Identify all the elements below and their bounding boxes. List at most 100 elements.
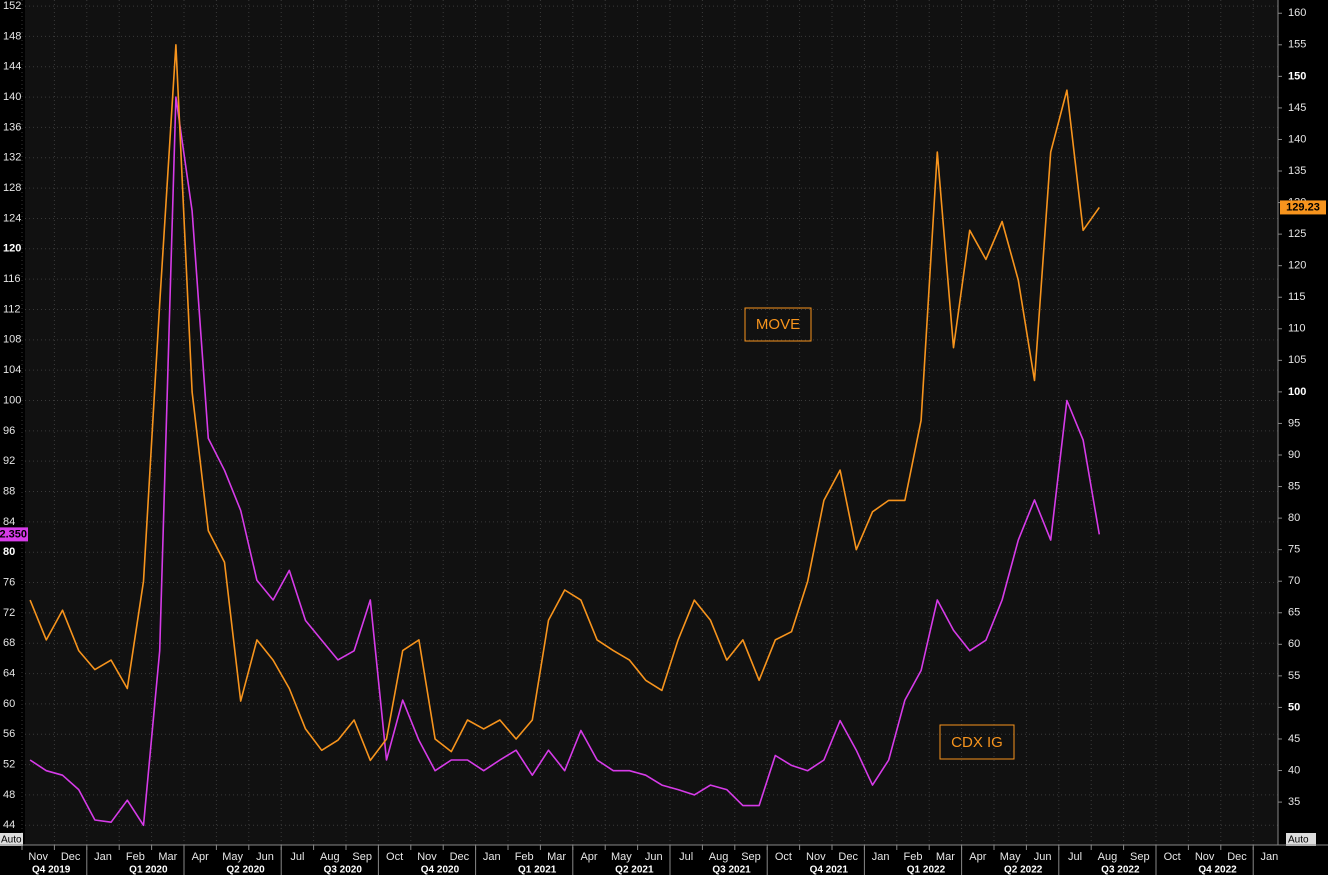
y-tick-label: 56 — [3, 728, 15, 740]
y-tick-label: 136 — [3, 121, 21, 133]
x-tick-label: Dec — [838, 851, 858, 863]
y-tick-label: 84 — [3, 516, 15, 528]
y-tick-label: 152 — [3, 0, 21, 12]
y-tick-label: 104 — [3, 364, 21, 376]
y-tick-label: 80 — [3, 546, 15, 558]
y2-tick-label: 105 — [1288, 354, 1306, 366]
quarter-label: Q1 2020 — [129, 865, 168, 875]
y2-tick-label: 140 — [1288, 133, 1306, 145]
x-tick-label: Jul — [1068, 851, 1082, 863]
y-tick-label: 128 — [3, 182, 21, 194]
x-tick-label: May — [222, 851, 243, 863]
y-tick-label: 100 — [3, 394, 21, 406]
y2-tick-label: 90 — [1288, 449, 1300, 461]
x-tick-label: Aug — [1098, 851, 1118, 863]
y2-tick-label: 150 — [1288, 70, 1306, 82]
y-tick-label: 44 — [3, 819, 15, 831]
x-tick-label: Dec — [450, 851, 470, 863]
annotation: CDX IG — [951, 734, 1003, 751]
x-tick-label: Sep — [352, 851, 372, 863]
x-tick-label: Jul — [679, 851, 693, 863]
last-value-box — [1280, 200, 1326, 215]
y2-tick-label: 95 — [1288, 417, 1300, 429]
x-tick-label: Mar — [158, 851, 177, 863]
grid — [21, 0, 1278, 845]
x-tick-label: Jan — [483, 851, 501, 863]
y-tick-label: 64 — [3, 667, 15, 679]
quarter-label: Q2 2021 — [615, 865, 654, 875]
quarter-label: Q2 2020 — [226, 865, 265, 875]
x-tick-label: Nov — [1195, 851, 1215, 863]
y2-tick-label: 120 — [1288, 260, 1306, 272]
quarter-label: Q4 2020 — [421, 865, 460, 875]
x-tick-label: Mar — [547, 851, 566, 863]
y-tick-label: 144 — [3, 61, 21, 73]
y-tick-label: 120 — [3, 243, 21, 255]
y2-tick-label: 70 — [1288, 575, 1300, 587]
x-tick-label: Oct — [386, 851, 403, 863]
quarter-label: Q4 2021 — [810, 865, 849, 875]
annotation: MOVE — [756, 316, 800, 333]
y2-tick-label: 45 — [1288, 733, 1300, 745]
auto-label[interactable]: Auto — [1288, 835, 1309, 846]
y-tick-label: 132 — [3, 152, 21, 164]
y2-tick-label: 100 — [1288, 386, 1306, 398]
y-tick-label: 124 — [3, 212, 21, 224]
x-tick-label: Nov — [806, 851, 826, 863]
y-tick-label: 112 — [3, 303, 21, 315]
x-tick-label: Feb — [515, 851, 534, 863]
x-tick-label: Dec — [61, 851, 81, 863]
y2-tick-label: 80 — [1288, 512, 1300, 524]
y-tick-label: 76 — [3, 576, 15, 588]
y2-tick-label: 135 — [1288, 165, 1306, 177]
quarter-label: Q4 2022 — [1198, 865, 1237, 875]
x-tick-label: Jun — [1034, 851, 1052, 863]
x-tick-label: Apr — [580, 851, 597, 863]
x-tick-label: Apr — [192, 851, 209, 863]
x-tick-label: Mar — [936, 851, 955, 863]
y2-tick-label: 115 — [1288, 291, 1306, 303]
y-tick-label: 148 — [3, 30, 21, 42]
y2-tick-label: 155 — [1288, 39, 1306, 51]
x-tick-label: Feb — [904, 851, 923, 863]
y2-tick-label: 125 — [1288, 228, 1306, 240]
y2-tick-label: 40 — [1288, 764, 1300, 776]
x-tick-label: Aug — [709, 851, 729, 863]
y2-tick-label: 60 — [1288, 638, 1300, 650]
x-tick-label: Jan — [872, 851, 890, 863]
quarter-label: Q3 2021 — [712, 865, 751, 875]
y-tick-label: 52 — [3, 759, 15, 771]
quarter-label: Q3 2022 — [1101, 865, 1140, 875]
x-tick-label: Aug — [320, 851, 340, 863]
auto-label[interactable]: Auto — [1, 835, 22, 846]
quarter-label: Q1 2021 — [518, 865, 557, 875]
quarter-label: Q2 2022 — [1004, 865, 1043, 875]
series-line — [29, 96, 1101, 827]
x-tick-label: May — [611, 851, 632, 863]
y-tick-label: 60 — [3, 698, 15, 710]
x-tick-label: Jun — [256, 851, 274, 863]
y2-tick-label: 75 — [1288, 544, 1300, 556]
x-tick-label: Nov — [417, 851, 437, 863]
quarter-label: Q4 2019 — [32, 865, 71, 875]
y2-tick-label: 65 — [1288, 607, 1300, 619]
auto-button[interactable] — [0, 833, 23, 846]
y-tick-label: 72 — [3, 607, 15, 619]
x-tick-label: Dec — [1227, 851, 1247, 863]
x-tick-label: Jun — [645, 851, 663, 863]
y-tick-label: 48 — [3, 789, 15, 801]
y-tick-label: 68 — [3, 637, 15, 649]
y2-tick-label: 110 — [1288, 323, 1306, 335]
y2-tick-label: 85 — [1288, 480, 1300, 492]
x-tick-label: Nov — [28, 851, 48, 863]
quarter-label: Q3 2020 — [324, 865, 363, 875]
y-tick-label: 88 — [3, 485, 15, 497]
x-tick-label: Sep — [1130, 851, 1150, 863]
last-value-label: 82.350 — [0, 528, 27, 540]
plot-area — [25, 0, 1278, 845]
y-tick-label: 92 — [3, 455, 15, 467]
x-tick-label: Oct — [775, 851, 792, 863]
x-tick-label: May — [1000, 851, 1021, 863]
auto-button[interactable] — [1286, 833, 1316, 846]
